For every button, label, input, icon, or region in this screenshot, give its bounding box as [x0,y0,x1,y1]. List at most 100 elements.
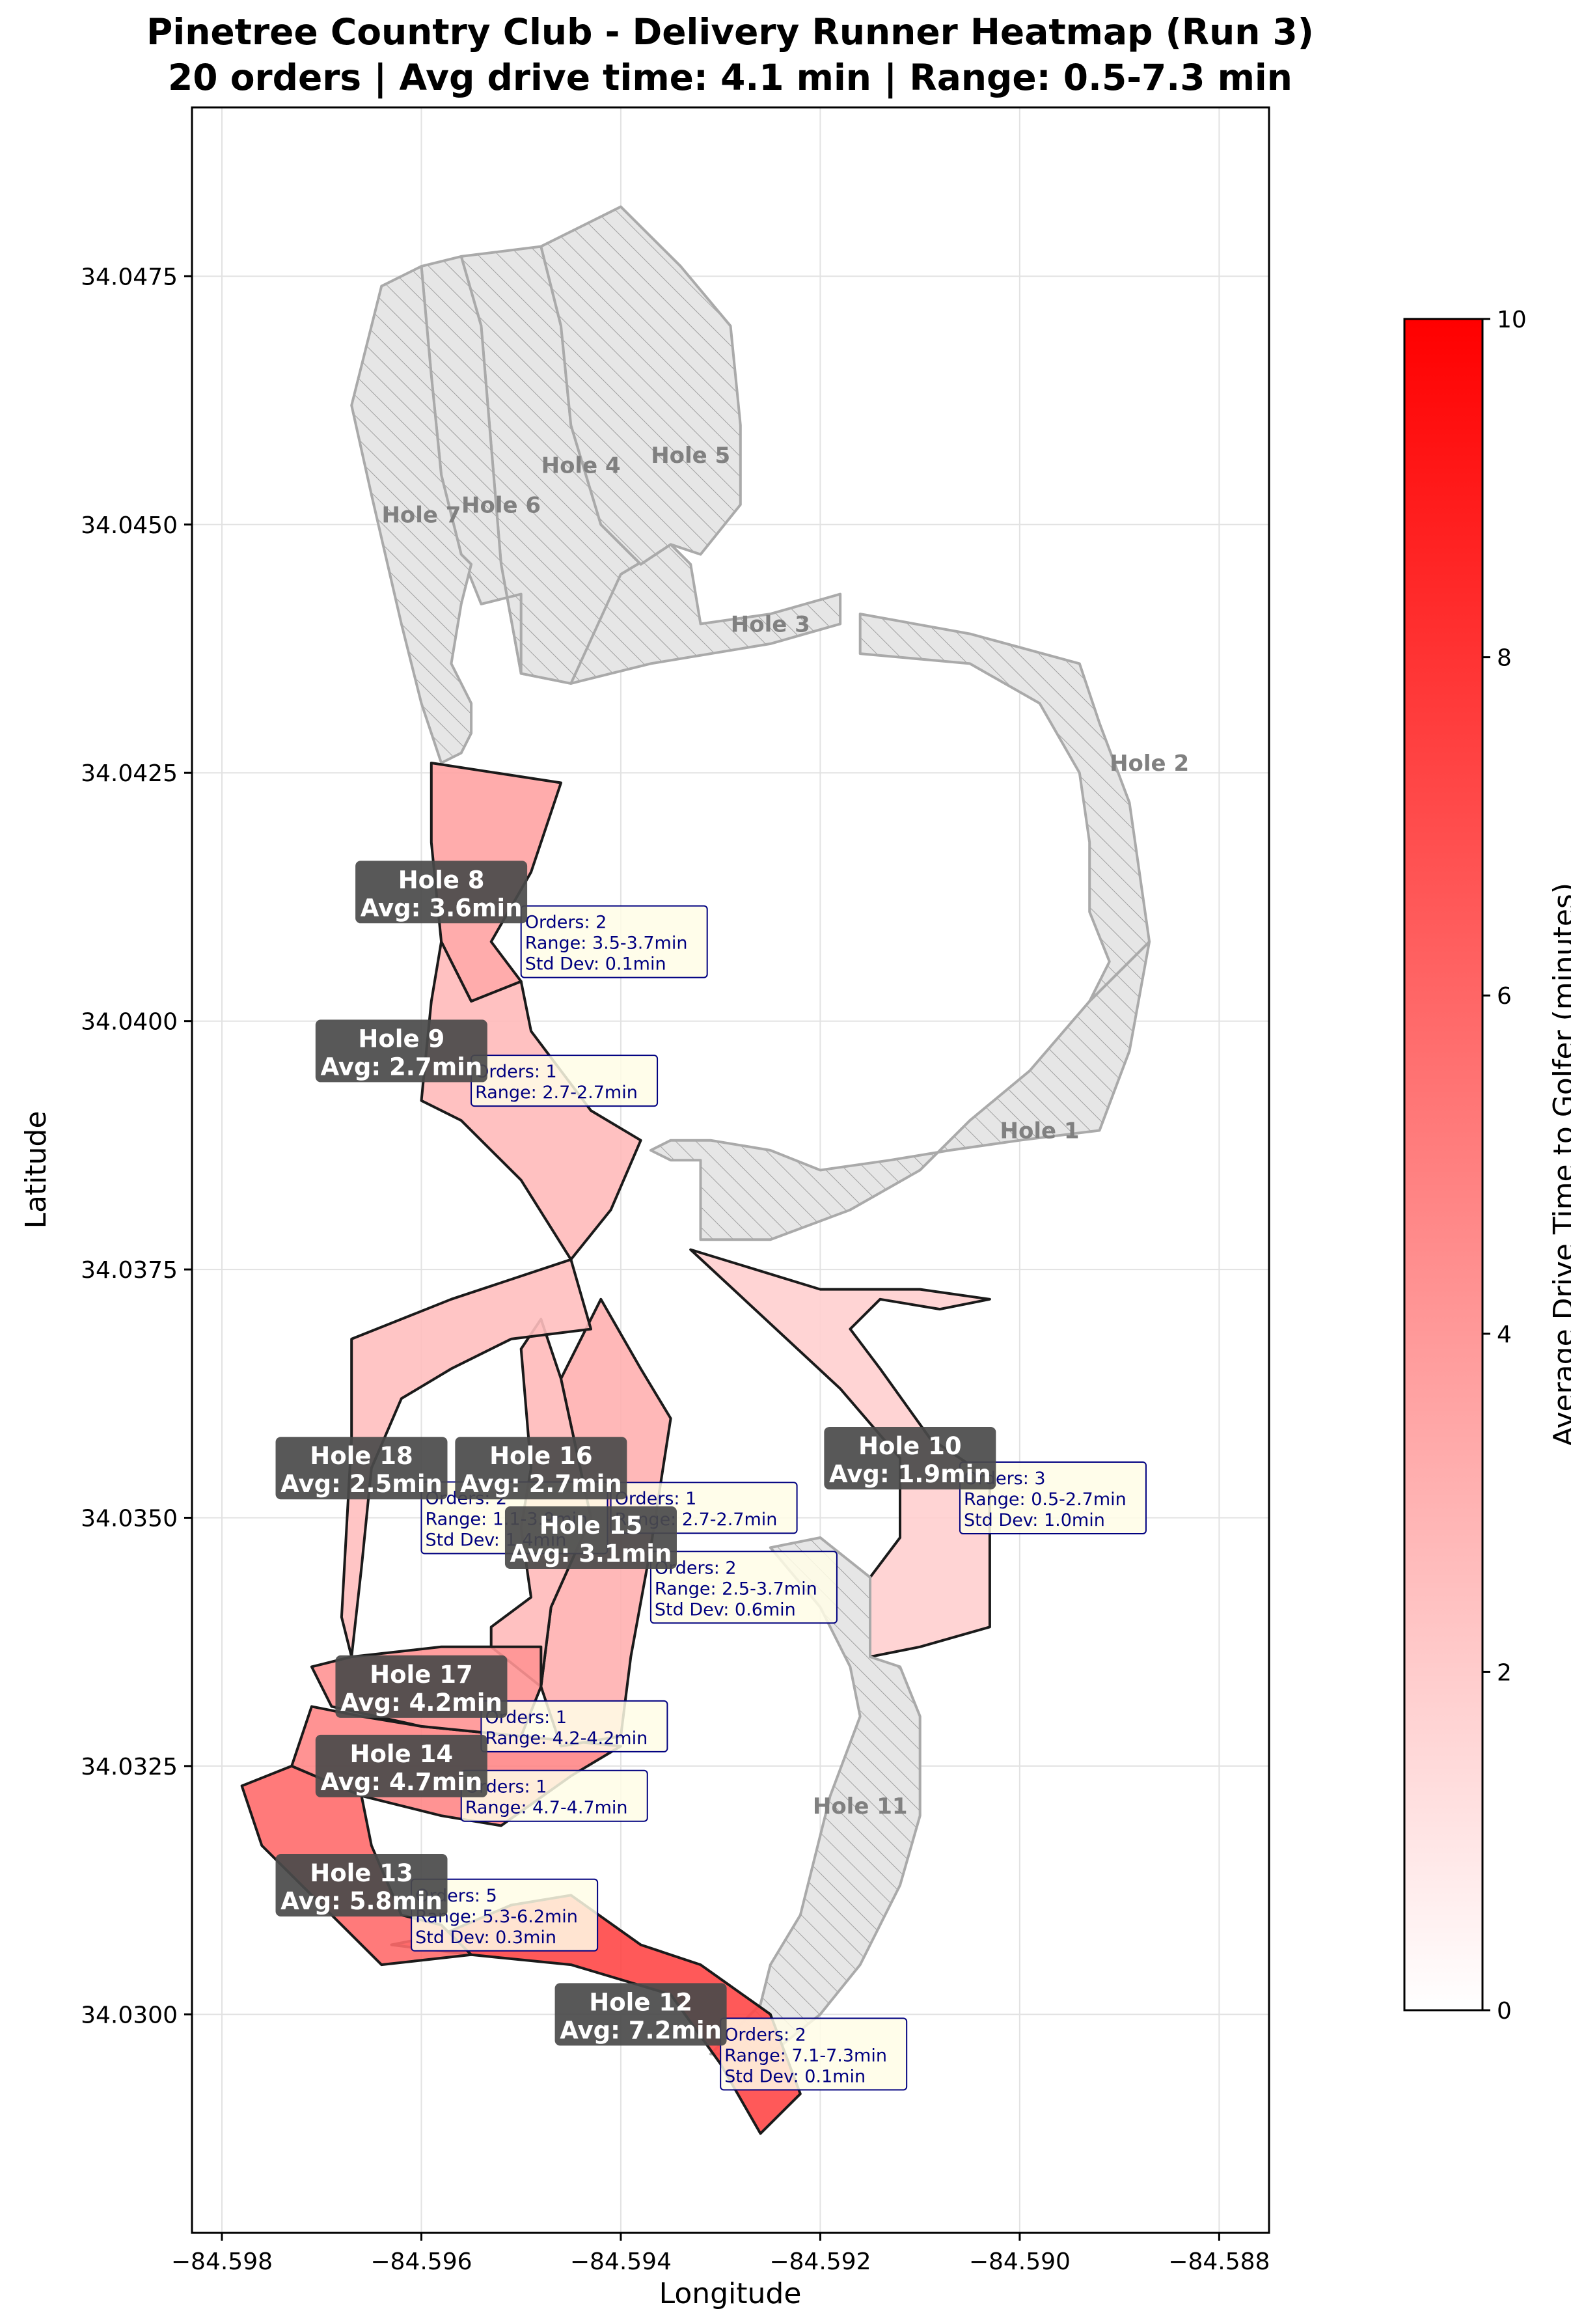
avg-box-frame [355,861,528,924]
colorbar-tick-label: 2 [1497,1659,1512,1686]
y-axis-label: Latitude [20,1111,53,1228]
y-tick-label: 34.0300 [81,2002,178,2028]
stat-box-frame [649,1551,838,1624]
avg-box-frame [504,1506,677,1570]
avg-label-hole-9: Avg: 2.7min [320,1053,482,1081]
colorbar-tick-label: 8 [1497,645,1512,672]
y-tick-label: 34.0350 [81,1505,178,1532]
stat-line: Range: 0.5-2.7min [964,1489,1127,1510]
avg-box-frame [275,1437,448,1500]
stat-line: Range: 4.7-4.7min [465,1798,628,1818]
chart-subtitle: 20 orders | Avg drive time: 4.1 min | Ra… [168,57,1292,99]
hole-label-hole-7: Hole 7 [381,503,461,529]
colorbar-tick-label: 6 [1497,983,1512,1010]
hole-label-hole-18: Hole 18 [310,1442,413,1470]
x-axis-label: Longitude [659,2277,802,2310]
x-tick-label: −84.598 [171,2248,273,2275]
y-tick-label: 34.0400 [81,1009,178,1036]
x-tick-label: −84.590 [969,2248,1071,2275]
colorbar-gradient [1403,318,1484,2012]
stat-line: Std Dev: 0.6min [655,1599,796,1620]
avg-label-hole-18: Avg: 2.5min [280,1470,443,1498]
hole-label-hole-10: Hole 10 [858,1432,962,1460]
avg-box-frame [315,1734,487,1797]
y-axis: 34.0300 34.0325 34.0350 34.0375 34.0400 34.04… [81,264,192,2028]
hole-label-hole-15: Hole 15 [540,1512,643,1540]
hole-label-hole-9: Hole 9 [358,1025,444,1053]
hole-label-hole-12: Hole 12 [589,1988,692,2016]
hole-label-hole-4: Hole 4 [541,452,621,478]
avg-box-frame [335,1655,508,1718]
hole-label-hole-11: Hole 11 [813,1793,908,1819]
x-tick-label: −84.592 [769,2248,871,2275]
stat-line: Range: 3.5-3.7min [525,934,688,954]
avg-label-hole-10: Avg: 1.9min [829,1460,991,1488]
colorbar: 0 2 4 6 8 10 Average Drive Time to Golfer (mi… [1403,307,1571,2025]
avg-box-frame [554,1983,727,2046]
avg-label-hole-12: Avg: 7.2min [560,2016,722,2044]
hole-polygon-hole-2 [858,613,1151,1003]
avg-label-hole-13: Avg: 5.8min [280,1887,443,1915]
avg-box-frame [315,1019,487,1083]
x-tick-label: −84.588 [1168,2248,1270,2275]
avg-label-hole-8: Avg: 3.6min [361,894,523,922]
stat-box-frame [959,1461,1147,1534]
stat-line: Std Dev: 0.1min [724,2066,866,2086]
hole-label-hole-1: Hole 1 [1000,1118,1080,1144]
colorbar-label: Average Drive Time to Golfer (minutes) [1548,883,1571,1446]
stat-line: Orders: 2 [724,2025,806,2045]
stat-line: Std Dev: 1.0min [964,1510,1105,1530]
stat-line: Range: 2.7-2.7min [475,1083,638,1103]
plot-frame [191,106,1270,2234]
hole-label-hole-6: Hole 6 [461,492,541,518]
stat-line: Std Dev: 0.3min [415,1928,556,1948]
avg-box-frame [275,1854,448,1917]
stat-line: Std Dev: 0.1min [525,954,666,975]
hole-label-hole-16: Hole 16 [489,1442,593,1470]
stat-box-frame [480,1700,668,1752]
y-tick-label: 34.0450 [81,512,178,539]
x-tick-label: −84.594 [570,2248,672,2275]
y-tick-label: 34.0325 [81,1754,178,1780]
hole-polygon-hole-1 [649,940,1151,1241]
hole-label-hole-5: Hole 5 [651,443,730,469]
avg-label-hole-16: Avg: 2.7min [460,1470,622,1498]
avg-box-frame [455,1437,627,1500]
avg-box-frame [824,1426,996,1489]
hole-label-hole-8: Hole 8 [398,866,485,894]
avg-label-hole-15: Avg: 3.1min [510,1540,672,1568]
y-tick-label: 34.0425 [81,760,178,787]
colorbar-tick-label: 4 [1497,1321,1512,1348]
stat-line: Orders: 1 [475,1062,557,1082]
hole-label-hole-3: Hole 3 [731,611,810,637]
colorbar-tick-label: 0 [1497,1998,1512,2025]
hole-label-hole-17: Hole 17 [370,1661,473,1689]
y-tick-label: 34.0475 [81,264,178,290]
x-tick-label: −84.596 [370,2248,472,2275]
stat-box-frame [720,2017,908,2091]
colorbar-ticks: 0 2 4 6 8 10 [1482,307,1527,2025]
stat-line: Range: 4.2-4.2min [485,1728,648,1749]
hole-polygon-hole-5 [540,205,742,566]
stat-line: Orders: 1 [615,1489,697,1509]
hole-label-hole-14: Hole 14 [350,1740,454,1768]
avg-label-hole-17: Avg: 4.2min [340,1689,502,1717]
chart-title: Pinetree Country Club - Delivery Runner … [146,11,1314,53]
hole-polygon-hole-7 [350,265,473,764]
